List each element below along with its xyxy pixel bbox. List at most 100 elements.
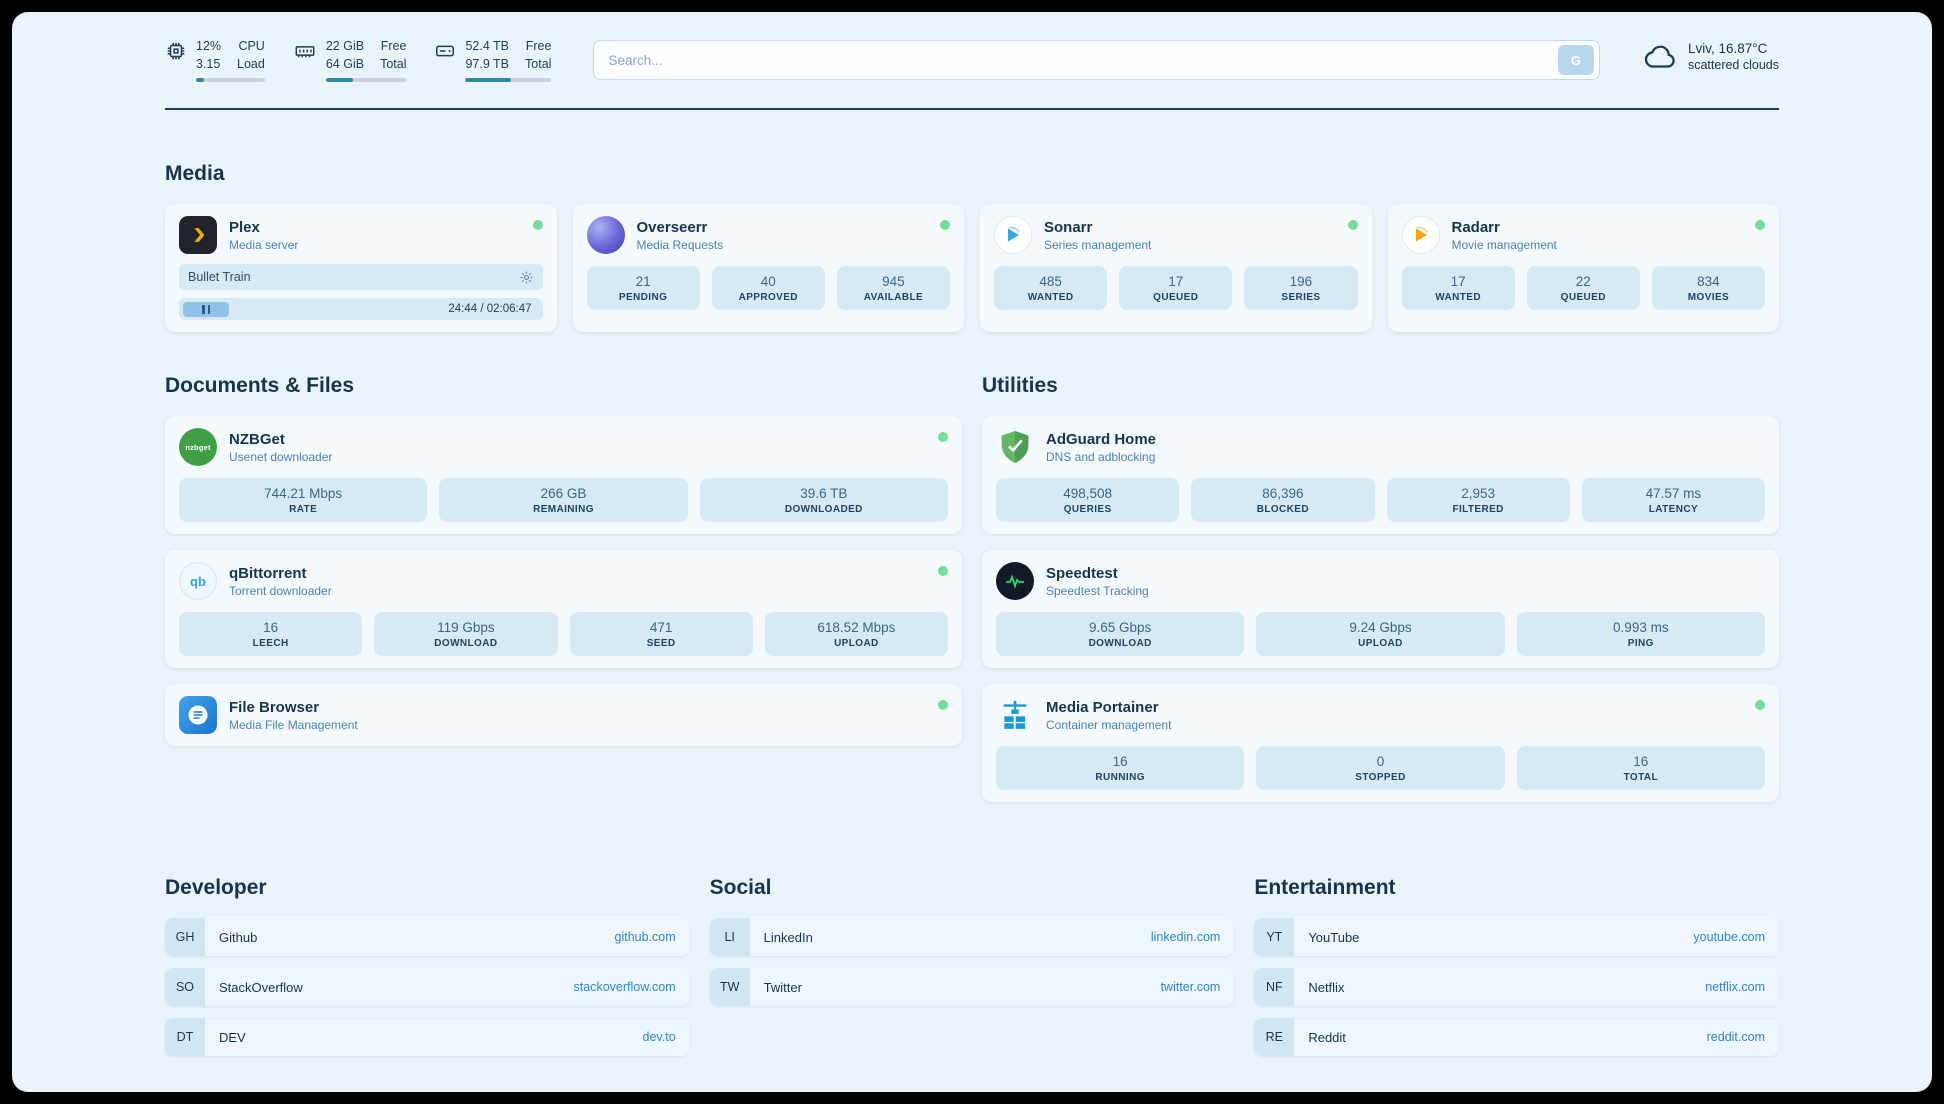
section-documents: Documents & Files nzbget NZBGet Usenet d… — [165, 374, 962, 762]
status-dot — [1755, 220, 1765, 230]
service-card-filebrowser[interactable]: File Browser Media File Management — [165, 684, 962, 746]
status-dot — [1755, 700, 1765, 710]
stat-label: AVAILABLE — [863, 292, 924, 303]
bookmark-name: DEV — [219, 1029, 246, 1045]
bookmark-reddit[interactable]: RE Reddit reddit.com — [1254, 1018, 1779, 1056]
bookmark-link[interactable]: reddit.com — [1706, 1030, 1765, 1044]
service-card-radarr[interactable]: Radarr Movie management 17 WANTED 22 QUE… — [1387, 204, 1779, 332]
stat-label: UPLOAD — [1358, 638, 1403, 649]
stat-box: 9.24 Gbps UPLOAD — [1256, 612, 1505, 656]
service-subtitle: Media Requests — [636, 237, 724, 252]
bookmark-link[interactable]: youtube.com — [1693, 930, 1765, 944]
section-title-utilities: Utilities — [982, 374, 1058, 397]
stat-value: 2,953 — [1461, 486, 1496, 501]
service-card-speedtest[interactable]: Speedtest Speedtest Tracking 9.65 Gbps D… — [982, 550, 1779, 668]
media-card-row: Plex Media server Bullet Train 24:44 / 0… — [165, 204, 1779, 332]
now-playing-bar: Bullet Train — [179, 264, 543, 290]
stat-box: 196 SERIES — [1244, 266, 1358, 310]
stat-value: 9.24 Gbps — [1349, 620, 1412, 635]
service-card-adguard[interactable]: AdGuard Home DNS and adblocking 498,508 … — [982, 416, 1779, 534]
stat-label: LATENCY — [1648, 504, 1699, 515]
stat-box: 16 LEECH — [179, 612, 363, 656]
stat-box: 17 WANTED — [1401, 266, 1515, 310]
bookmark-name: Netflix — [1308, 979, 1345, 995]
stat-box: 266 GB REMAINING — [439, 478, 688, 522]
search-input[interactable] — [608, 52, 1558, 68]
section-title-media: Media — [165, 162, 225, 185]
bookmark-badge: RE — [1254, 1018, 1295, 1056]
status-dot — [938, 566, 948, 576]
service-card-sonarr[interactable]: Sonarr Series management 485 WANTED 17 Q… — [980, 204, 1372, 332]
service-name: File Browser — [229, 698, 320, 716]
gear-icon[interactable] — [519, 270, 534, 285]
bookmark-youtube[interactable]: YT YouTube youtube.com — [1254, 918, 1779, 956]
stat-label: REMAINING — [533, 504, 594, 515]
stat-value: 16 — [1112, 754, 1128, 769]
stat-box: 119 Gbps DOWNLOAD — [374, 612, 558, 656]
cloud-icon — [1642, 40, 1678, 72]
section-title-developer: Developer — [165, 876, 267, 899]
service-card-plex[interactable]: Plex Media server Bullet Train 24:44 / 0… — [165, 204, 557, 332]
nzbget-icon: nzbget — [179, 428, 217, 466]
dashboard-panel: 12% CPU 3.15 Load 22 GiB Free 64 — [12, 12, 1932, 1092]
cpu-icon — [165, 40, 187, 82]
search-engine-button[interactable]: G — [1557, 45, 1594, 75]
stat-label: QUEUED — [1560, 292, 1606, 303]
bookmark-badge: LI — [709, 918, 750, 956]
stat-label: APPROVED — [738, 292, 798, 303]
bookmark-link[interactable]: netflix.com — [1705, 980, 1765, 994]
service-subtitle: Usenet downloader — [229, 449, 333, 464]
stat-box: 744.21 Mbps RATE — [179, 478, 428, 522]
cpu-label-2: Load — [237, 56, 265, 71]
bookmark-name: Reddit — [1308, 1029, 1346, 1045]
ram-meter — [325, 78, 407, 82]
cpu-label-1: CPU — [238, 39, 265, 53]
bookmark-link[interactable]: twitter.com — [1160, 980, 1221, 994]
stat-label: FILTERED — [1452, 504, 1504, 515]
service-name: Sonarr — [1044, 218, 1093, 236]
disk-label-1: Free — [525, 39, 552, 53]
bookmark-link[interactable]: linkedin.com — [1150, 930, 1221, 944]
stat-label: DOWNLOADED — [784, 504, 863, 515]
stat-value: 119 Gbps — [437, 620, 495, 635]
service-name: AdGuard Home — [1046, 430, 1157, 448]
ram-label-2: Total — [380, 56, 407, 71]
stat-value: 266 GB — [540, 486, 587, 501]
service-card-nzbget[interactable]: nzbget NZBGet Usenet downloader 744.21 M… — [165, 416, 962, 534]
stat-label: WANTED — [1027, 292, 1074, 303]
status-dot — [532, 220, 543, 230]
bookmark-link[interactable]: stackoverflow.com — [573, 980, 676, 994]
stat-value: 39.6 TB — [800, 486, 848, 501]
stat-box: 16 TOTAL — [1516, 746, 1765, 790]
service-card-overseerr[interactable]: Overseerr Media Requests 21 PENDING 40 A… — [572, 204, 964, 332]
stat-box: 0.993 ms PING — [1516, 612, 1765, 656]
service-card-qbittorrent[interactable]: qb qBittorrent Torrent downloader 16 LEE… — [165, 550, 962, 668]
memory-widget: 22 GiB Free 64 GiB Total — [293, 38, 407, 82]
disk-widget: 52.4 TB Free 97.9 TB Total — [434, 38, 552, 82]
weather-condition: scattered clouds — [1687, 57, 1779, 72]
service-subtitle: DNS and adblocking — [1046, 449, 1156, 464]
disk-meter — [465, 78, 552, 82]
stat-value: 945 — [882, 274, 905, 289]
stat-value: 834 — [1697, 274, 1720, 289]
stat-box: 40 APPROVED — [711, 266, 825, 310]
pause-button[interactable] — [183, 301, 230, 317]
stat-label: PING — [1627, 638, 1654, 649]
service-subtitle: Media File Management — [229, 717, 358, 732]
service-subtitle: Torrent downloader — [229, 583, 332, 598]
bookmark-github[interactable]: GH Github github.com — [165, 918, 690, 956]
stat-value: 40 — [760, 274, 776, 289]
service-card-portainer[interactable]: Media Portainer Container management 16 … — [982, 684, 1779, 802]
bookmark-dev[interactable]: DT DEV dev.to — [165, 1018, 690, 1056]
bookmark-stackoverflow[interactable]: SO StackOverflow stackoverflow.com — [165, 968, 690, 1006]
stat-value: 17 — [1168, 274, 1184, 289]
bookmark-twitter[interactable]: TW Twitter twitter.com — [709, 968, 1235, 1006]
bookmark-linkedin[interactable]: LI LinkedIn linkedin.com — [709, 918, 1235, 956]
bookmark-link[interactable]: github.com — [614, 930, 676, 944]
playback-progress[interactable]: 24:44 / 02:06:47 — [179, 298, 543, 320]
stat-value: 471 — [649, 620, 673, 635]
bookmark-netflix[interactable]: NF Netflix netflix.com — [1254, 968, 1779, 1006]
stat-label: DOWNLOAD — [434, 638, 498, 649]
bookmark-link[interactable]: dev.to — [642, 1030, 676, 1044]
section-entertainment: Entertainment YT YouTube youtube.com NF … — [1254, 876, 1779, 1068]
